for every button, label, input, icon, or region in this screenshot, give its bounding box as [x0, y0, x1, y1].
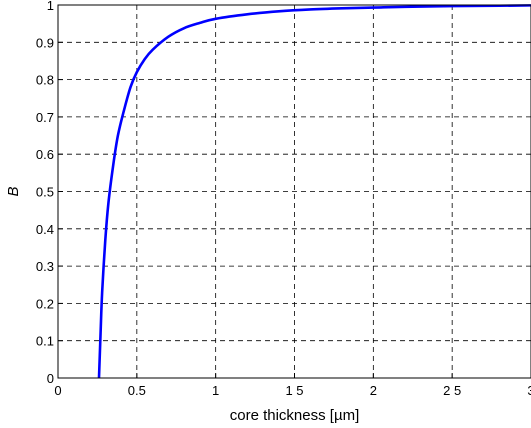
y-tick-label: 0.6	[36, 147, 54, 162]
y-tick-label: 0	[47, 371, 54, 386]
x-tick-label: 0	[54, 383, 61, 398]
x-tick-label: 1 5	[285, 383, 303, 398]
tick-marks	[57, 4, 531, 379]
y-tick-label: 0.1	[36, 334, 54, 349]
y-tick-label: 0.9	[36, 35, 54, 50]
y-tick-label: 0.3	[36, 259, 54, 274]
y-axis-label: B	[5, 186, 22, 196]
x-tick-label: 1	[212, 383, 219, 398]
x-tick-label: 0.5	[128, 383, 146, 398]
x-tick-labels: 0 0.5 1 1 5 2 2 5 3	[54, 383, 531, 398]
y-tick-label: 0.5	[36, 185, 54, 200]
series-layer	[97, 4, 531, 379]
x-axis-label: core thickness [µm]	[230, 407, 360, 424]
y-tick-label: 1	[47, 0, 54, 13]
y-tick-label: 0.7	[36, 110, 54, 125]
x-tick-label: 2	[370, 383, 377, 398]
y-tick-label: 0.8	[36, 73, 54, 88]
grid-lines	[58, 5, 531, 378]
x-tick-label: 3	[527, 383, 531, 398]
x-tick-label: 2 5	[443, 383, 461, 398]
y-tick-label: 0.2	[36, 296, 54, 311]
y-tick-labels: 0 0.1 0.2 0.3 0.4 0.5 0.6 0.7 0.8 0.9 1	[36, 0, 54, 386]
y-tick-label: 0.4	[36, 222, 54, 237]
series-line	[97, 4, 531, 379]
